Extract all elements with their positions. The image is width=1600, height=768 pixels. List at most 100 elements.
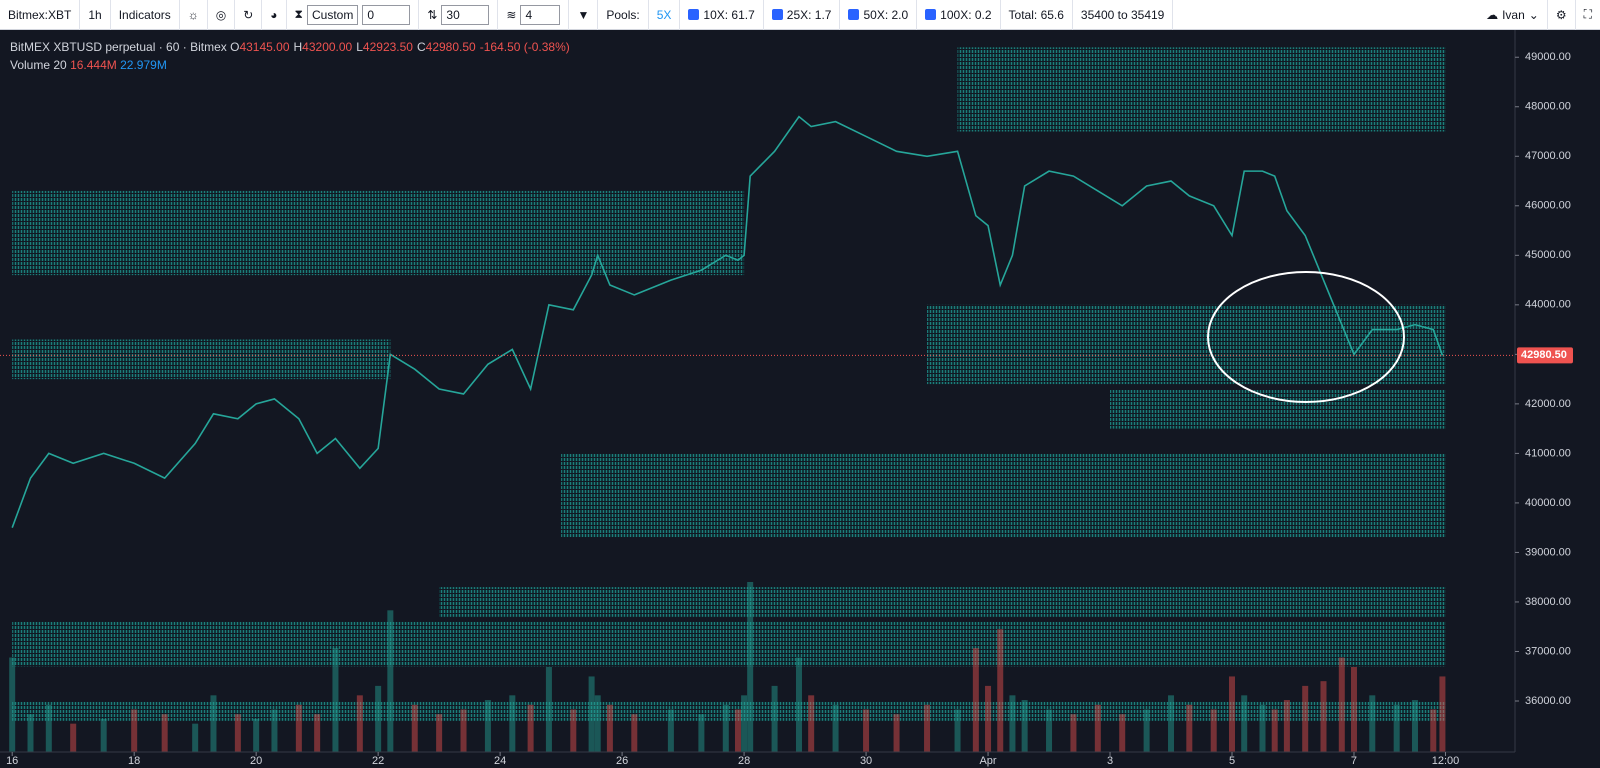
volume-bar [509,695,516,752]
liquidity-band [1110,389,1446,429]
volume-bar [722,704,729,752]
volume-bar [985,685,992,752]
x-tick-label: 24 [494,755,506,767]
legend-title: BitMEX XBTUSD perpetual · 60 · Bitmex [10,40,227,54]
volume-bar [45,704,52,752]
liquidity-band [12,621,1446,667]
volume-bar [1393,704,1400,752]
liquidity-band [561,453,1446,538]
user-name: Ivan [1502,7,1525,22]
pool-label: 100X: 0.2 [940,7,992,22]
pool-10x[interactable]: 10X: 61.7 [680,0,764,30]
volume-bar [375,685,382,752]
annotation-circle [1207,271,1405,403]
volume-bar [161,714,168,752]
palette-icon[interactable]: ◕ [262,0,287,30]
y-tick-label: 49000.00 [1525,51,1571,63]
volume-bar [527,704,534,752]
volume-bar [70,723,77,752]
volume-bar [741,695,748,752]
layers[interactable]: ≋ 4 [498,0,570,30]
volume-bar [1119,714,1126,752]
pools: Pools: [598,0,649,30]
filter-icon[interactable]: ▼ [569,0,599,30]
y-tick-label: 45000.00 [1525,249,1571,261]
pool-5x[interactable]: 5X [649,0,681,30]
volume-bar [1210,709,1217,752]
volume-bar [747,582,754,752]
indicators-label: Indicators [118,7,171,22]
liquidity-band [12,339,391,380]
indicators[interactable]: Indicators [111,0,180,30]
last-price-label: 42980.50 [1521,349,1567,361]
volume-bar [356,695,363,752]
volume-bar [1229,676,1236,752]
volume-bar [1320,681,1327,752]
volume-bar [570,709,577,752]
mode-select[interactable]: Custom [306,4,359,25]
settings-icon[interactable]: ☼ [180,0,208,30]
x-tick-label: 30 [860,755,872,767]
gear-icon[interactable]: ⚙ [1548,0,1576,30]
liquidity-band [957,47,1446,132]
volume-bar [1241,695,1248,752]
volume-bar [924,704,931,752]
volume-bar [1411,700,1418,752]
x-tick-label: 26 [616,755,628,767]
input-a[interactable]: 0 [362,4,411,25]
volume-bar [1186,704,1193,752]
ohlc-label: O [230,40,240,54]
input-c[interactable]: 4 [520,4,561,25]
pool-label: 10X: 61.7 [703,7,755,22]
volume-bar [332,648,339,752]
pool-5x-label: 5X [656,7,672,22]
volume-bar [1338,657,1345,752]
sort[interactable]: ⇅ 30 [419,0,499,30]
ohlc-value: 43200.00 [302,40,353,54]
volume-bar [1070,714,1077,752]
input-b[interactable]: 30 [441,4,490,25]
reload-icon[interactable]: ↻ [235,0,263,30]
symbol[interactable]: Bitmex:XBT [0,0,81,30]
y-tick-label: 47000.00 [1525,150,1571,162]
x-tick-label: 20 [250,755,262,767]
volume-bar [1046,709,1053,752]
volume-bar [1021,700,1028,752]
toolbar: Bitmex:XBT 1h Indicators ☼ ◎ ↻ ◕ ⧗ Custo… [0,0,1600,30]
y-tick-label: 41000.00 [1525,447,1571,459]
pool-label: 25X: 1.7 [786,7,832,22]
range: 35400 to 35419 [1073,0,1174,30]
total: Total: 65.6 [1001,0,1073,30]
interval[interactable]: 1h [80,0,111,30]
volume-bar [997,629,1004,752]
volume-bar [606,704,613,752]
volume-bar [131,709,138,752]
pool-25x[interactable]: 25X: 1.7 [764,0,841,30]
x-tick-label: 28 [738,755,750,767]
ohlc-label: H [293,40,303,54]
volume-bar [1271,709,1278,752]
ohlc-value: 43145.00 [239,40,290,54]
volume-bar [863,709,870,752]
mode[interactable]: ⧗ Custom 0 [287,0,420,30]
volume-bar [460,709,467,752]
legend-change: -164.50 (-0.38%) [479,40,570,54]
x-tick-label: 3 [1107,755,1113,767]
y-tick-label: 48000.00 [1525,101,1571,113]
volume-bar [1350,667,1357,752]
ohlc-label: C [416,40,426,54]
volume-bar [1009,695,1016,752]
user[interactable]: ☁ Ivan ⌄ [1478,0,1548,30]
pool-100x[interactable]: 100X: 0.2 [917,0,1001,30]
volume-bar [545,667,552,752]
legend-row: Volume 20 16.444M 22.979M [10,56,570,74]
volume-bar [271,709,278,752]
chart: 36000.00 37000.00 38000.00 39000.00 40000.00… [0,30,1600,768]
y-tick-label: 37000.00 [1525,645,1571,657]
liquidity-band [439,587,1446,617]
hide-icon[interactable]: ◎ [208,0,236,30]
pool-50x[interactable]: 50X: 2.0 [840,0,918,30]
volume-bar [698,714,705,752]
fullscreen-icon[interactable]: ⛶ [1583,7,1592,21]
